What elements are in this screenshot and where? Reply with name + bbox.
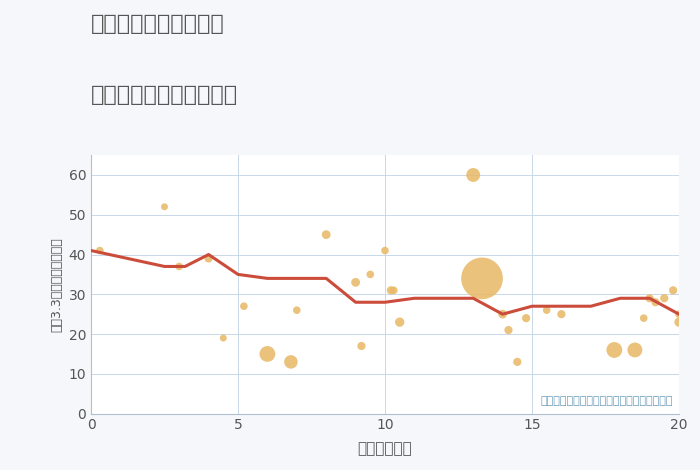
Point [477,274,488,282]
Point [385,287,396,294]
Point [94,247,106,254]
Point [521,314,532,322]
Point [218,334,229,342]
Point [503,326,514,334]
Point [541,306,552,314]
Point [365,271,376,278]
Point [174,263,185,270]
Point [389,287,400,294]
Point [468,171,479,179]
Point [644,295,655,302]
X-axis label: 駅距離（分）: 駅距離（分） [358,441,412,456]
Point [638,314,650,322]
Point [394,318,405,326]
Point [203,255,214,262]
Point [650,298,661,306]
Point [659,295,670,302]
Point [159,203,170,211]
Point [497,310,508,318]
Point [350,279,361,286]
Point [668,287,679,294]
Point [238,303,249,310]
Point [262,350,273,358]
Text: 千葉県銚子市双葉町の: 千葉県銚子市双葉町の [91,14,225,34]
Point [286,358,297,366]
Point [512,358,523,366]
Point [556,310,567,318]
Point [609,346,620,354]
Text: 円の大きさは、取引のあった物件面積を示す: 円の大きさは、取引のあった物件面積を示す [540,396,673,406]
Point [673,310,685,318]
Point [379,247,391,254]
Point [356,342,367,350]
Text: 駅距離別中古戸建て価格: 駅距離別中古戸建て価格 [91,85,238,105]
Point [673,318,685,326]
Point [291,306,302,314]
Point [321,231,332,238]
Y-axis label: 坪（3.3㎡）単価（万円）: 坪（3.3㎡）単価（万円） [50,237,63,332]
Point [629,346,641,354]
